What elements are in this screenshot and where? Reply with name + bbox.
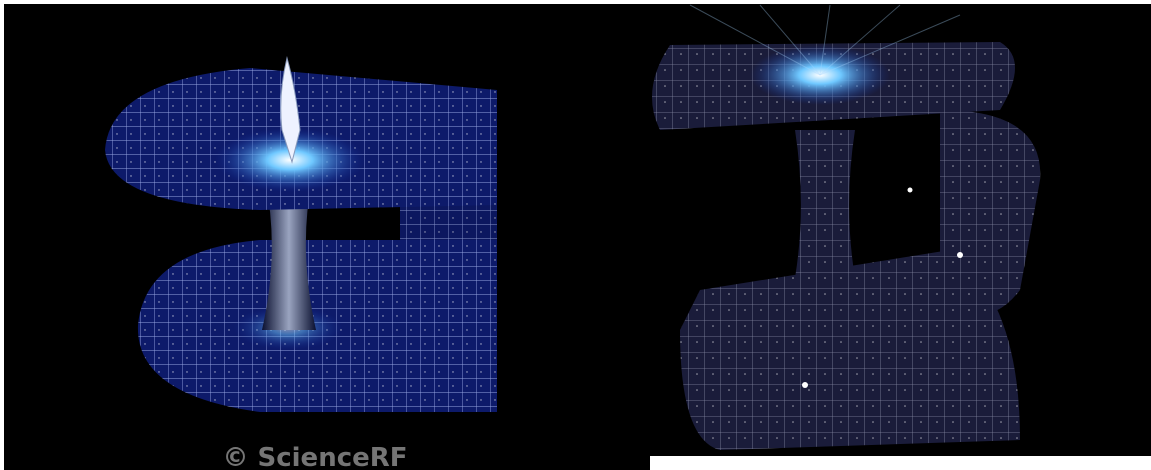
right-wormhole	[652, 4, 1041, 450]
throat	[262, 180, 316, 330]
lower-sheet	[680, 250, 1020, 450]
star	[907, 187, 913, 193]
gap	[500, 4, 640, 470]
star	[957, 252, 963, 258]
upper-mouth	[750, 45, 890, 105]
light-rays	[689, 4, 961, 76]
upper-mouth	[215, 128, 365, 192]
bottom-edge	[650, 456, 1151, 470]
spaceship	[280, 56, 301, 164]
throat	[780, 130, 870, 340]
star	[802, 382, 808, 388]
watermark: © ScienceRF	[222, 443, 407, 470]
left-wormhole	[105, 56, 497, 412]
